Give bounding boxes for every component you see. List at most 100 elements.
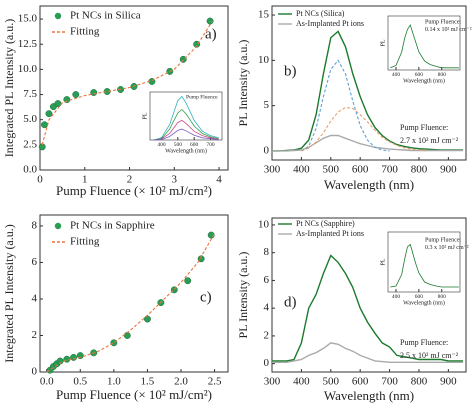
data-point: [54, 100, 62, 108]
data-point: [72, 91, 80, 98]
x-tick-label: 3: [172, 173, 178, 185]
x-tick-label: 800: [438, 294, 447, 300]
x-tick-label: 2: [127, 173, 133, 185]
x-tick-label: 2.5: [208, 375, 222, 387]
inset-legend-title: Pump Fluence: [186, 94, 218, 100]
x-tick-label: 1: [82, 173, 88, 185]
x-tick-label: 500: [323, 163, 340, 175]
x-tick-label: 700: [381, 375, 398, 387]
spectrum-line: [272, 30, 464, 152]
x-tick-label: 4: [216, 173, 222, 185]
y-tick-label: 6: [32, 256, 38, 268]
x-axis-label: Wavelength (nm): [324, 388, 414, 403]
x-tick-label: 600: [415, 72, 424, 78]
x-tick-label: 2.0: [174, 375, 188, 387]
x-tick-label: 500: [174, 142, 183, 148]
x-tick-label: 0: [37, 173, 43, 185]
inset-frame: [149, 91, 223, 141]
y-tick-label: 4: [32, 293, 38, 305]
y-tick-label: 6: [264, 274, 270, 286]
fit-line: [301, 106, 427, 152]
y-tick-label: 0: [264, 144, 270, 156]
y-axis-label: PL Intensity (a.u.): [236, 40, 250, 127]
y-tick-label: 5.0: [23, 113, 37, 125]
y-tick-label: 8: [264, 246, 270, 258]
x-tick-label: 400: [293, 375, 310, 387]
inset-frame: [387, 15, 461, 71]
fit-line: [46, 233, 216, 373]
panel-label: a): [205, 26, 217, 42]
data-point: [123, 332, 131, 339]
spectrum-line: [272, 134, 464, 152]
spectrum-line: [272, 342, 464, 363]
x-tick-label: 400: [157, 142, 166, 148]
y-tick-label: 12.5: [18, 38, 38, 50]
data-point: [193, 40, 201, 48]
y-axis-label: Integrated PL Intensity (a.u.): [2, 224, 16, 363]
x-tick-label: 0.5: [73, 375, 87, 387]
y-axis-label: PL: [380, 258, 386, 265]
x-tick-label: 300: [264, 375, 281, 387]
legend-label: Pt NCs (Sapphire): [296, 219, 355, 228]
x-tick-label: 500: [323, 375, 340, 387]
data-point: [143, 315, 151, 323]
y-tick-label: 2.5: [23, 138, 37, 150]
spectrum-line: [390, 24, 459, 69]
data-point: [76, 352, 84, 360]
y-tick-label: 2: [264, 329, 270, 341]
y-axis-label: PL Intensity (a.u.): [236, 252, 250, 339]
data-point: [197, 255, 205, 263]
legend-label: Pt NCs (Silica): [296, 9, 345, 18]
legend-marker: [54, 222, 62, 230]
x-axis-label: Wavelength (nm): [165, 147, 207, 154]
fit-line: [41, 20, 213, 145]
y-tick-label: 0.0: [23, 164, 37, 176]
legend-label: Fitting: [70, 26, 100, 38]
y-axis-label: Integrated PL Intensity (a.u.): [2, 19, 16, 158]
spectrum-line: [153, 108, 219, 141]
y-tick-label: 0: [264, 357, 270, 369]
x-tick-label: 900: [440, 375, 457, 387]
panel-label: d): [284, 294, 297, 310]
x-axis-label: Wavelength (nm): [324, 177, 414, 192]
data-point: [45, 110, 53, 118]
x-tick-label: 0.0: [40, 375, 54, 387]
y-tick-label: 4: [264, 302, 270, 314]
x-tick-label: 400: [293, 163, 310, 175]
x-tick-label: 400: [392, 294, 401, 300]
x-tick-label: 800: [411, 163, 428, 175]
legend-label: As-Implanted Pt ions: [296, 229, 364, 238]
legend-marker: [54, 12, 62, 20]
y-axis-label: PL: [380, 39, 386, 46]
x-tick-label: 600: [352, 163, 369, 175]
plot-frame: [39, 214, 229, 373]
y-tick-label: 8: [32, 219, 38, 231]
y-tick-label: 7.5: [23, 88, 37, 100]
data-point: [70, 353, 78, 361]
x-tick-label: 700: [381, 163, 398, 175]
y-axis-label: PL: [142, 112, 148, 119]
data-point: [184, 277, 192, 285]
y-tick-label: 0: [32, 366, 38, 378]
annotation: 0.14 x 10² mJ cm⁻²: [425, 27, 472, 33]
legend-label: As-Implanted Pt ions: [296, 19, 364, 28]
y-tick-label: 10: [258, 218, 270, 230]
y-tick-label: 10.0: [18, 63, 38, 75]
y-tick-label: 15.0: [18, 13, 38, 25]
spectrum-line: [153, 95, 219, 141]
annotation: Pump Fluence:: [425, 19, 461, 25]
y-tick-label: 2: [32, 329, 38, 341]
legend-label: Fitting: [70, 236, 100, 248]
inset-frame: [387, 231, 461, 293]
y-tick-label: 15: [258, 9, 270, 21]
x-axis-label: Pump Fluence (× 10² mJ/cm²): [56, 183, 212, 198]
x-tick-label: 800: [438, 72, 447, 78]
fit-line: [301, 59, 390, 152]
x-axis-label: Wavelength (nm): [403, 299, 445, 306]
data-point: [63, 355, 71, 363]
legend-label: Pt NCs in Sapphire: [70, 220, 155, 232]
x-tick-label: 900: [440, 163, 457, 175]
x-tick-label: 600: [415, 294, 424, 300]
x-axis-label: Pump Fluence (× 10² mJ/cm²): [56, 387, 212, 402]
data-point: [41, 121, 48, 129]
